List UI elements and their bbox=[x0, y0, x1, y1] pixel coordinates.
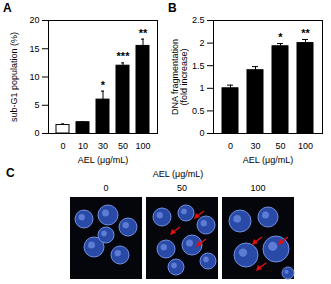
svg-text:30: 30 bbox=[250, 141, 260, 151]
svg-text:50: 50 bbox=[177, 183, 187, 193]
svg-text:1: 1 bbox=[199, 83, 204, 93]
svg-text:100: 100 bbox=[135, 141, 150, 151]
svg-text:100: 100 bbox=[298, 141, 313, 151]
svg-text:AEL (μg/mL): AEL (μg/mL) bbox=[153, 169, 203, 179]
svg-text:**: ** bbox=[301, 27, 310, 39]
svg-text:0.5: 0.5 bbox=[192, 106, 205, 116]
svg-text:AEL (μg/mL): AEL (μg/mL) bbox=[78, 155, 128, 165]
svg-text:*: * bbox=[101, 79, 106, 91]
svg-text:0: 0 bbox=[60, 141, 65, 151]
svg-text:C: C bbox=[6, 166, 15, 180]
svg-text:0: 0 bbox=[34, 128, 39, 138]
svg-text:50: 50 bbox=[118, 141, 128, 151]
svg-text:DNA fragmentation(fold increas: DNA fragmentation(fold increase) bbox=[170, 39, 189, 115]
svg-text:10: 10 bbox=[78, 141, 88, 151]
svg-text:0: 0 bbox=[199, 128, 204, 138]
svg-text:100: 100 bbox=[250, 183, 265, 193]
svg-text:20: 20 bbox=[29, 15, 39, 25]
svg-text:30: 30 bbox=[98, 141, 108, 151]
svg-text:2.5: 2.5 bbox=[192, 15, 205, 25]
svg-text:0: 0 bbox=[103, 183, 108, 193]
svg-text:0: 0 bbox=[228, 141, 233, 151]
svg-text:**: ** bbox=[139, 27, 148, 39]
svg-text:15: 15 bbox=[29, 44, 39, 54]
svg-text:2: 2 bbox=[199, 38, 204, 48]
svg-text:1.5: 1.5 bbox=[192, 61, 205, 71]
svg-text:5: 5 bbox=[34, 100, 39, 110]
svg-text:50: 50 bbox=[275, 141, 285, 151]
html-text:B: B bbox=[168, 1, 177, 15]
html-text:A: A bbox=[3, 1, 12, 15]
svg-text:AEL (μg/mL): AEL (μg/mL) bbox=[243, 155, 293, 165]
svg-text:***: *** bbox=[117, 50, 131, 62]
svg-text:sub-G1 population (%): sub-G1 population (%) bbox=[9, 32, 19, 122]
svg-text:*: * bbox=[278, 31, 283, 43]
svg-text:10: 10 bbox=[29, 72, 39, 82]
